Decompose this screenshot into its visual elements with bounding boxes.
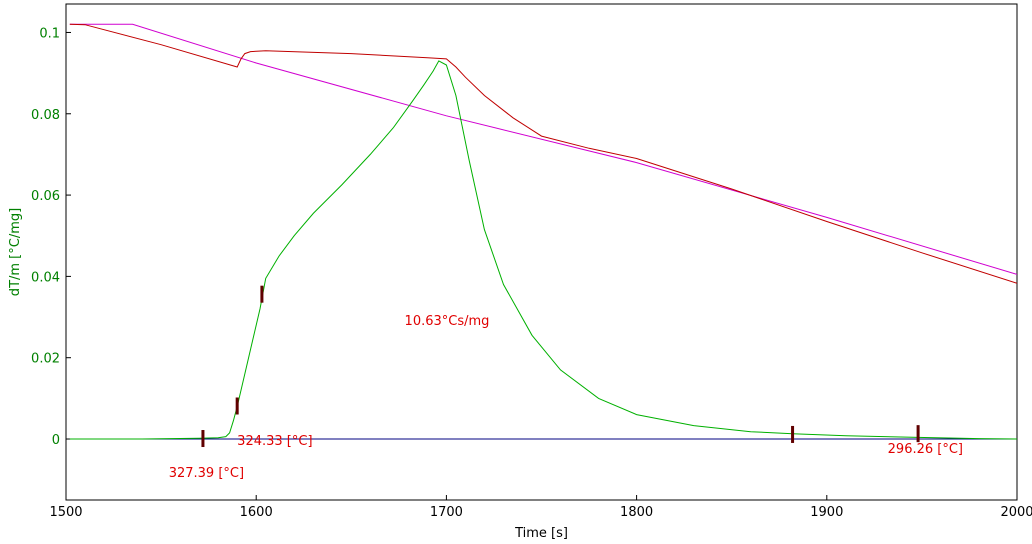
- x-axis: 1500 1600 1700 1800 1900 2000: [49, 495, 1032, 520]
- marker-4: [916, 425, 920, 443]
- series-temperature-line: [69, 23, 1018, 284]
- y-tick-label-4: 0.08: [31, 108, 60, 123]
- series-reference-line: [69, 23, 1018, 275]
- y-tick-label-1: 0.02: [31, 352, 60, 367]
- annotation-0: 10.63°Cs/mg: [405, 314, 490, 329]
- annotation-3: 296.26 [°C]: [888, 442, 963, 457]
- marker-1: [235, 397, 239, 415]
- marker-2: [260, 285, 264, 303]
- plot-border: [65, 3, 1018, 501]
- x-tick-label-1: 1600: [240, 505, 273, 520]
- x-axis-title: Time [s]: [514, 526, 568, 541]
- y-tick-label-2: 0.04: [31, 270, 60, 285]
- x-tick-label-0: 1500: [49, 505, 82, 520]
- plot-frame: [65, 3, 1018, 501]
- y-tick-label-3: 0.06: [31, 189, 60, 204]
- marker-layer: [201, 285, 920, 448]
- annotation-layer: 10.63°Cs/mg 324.33 [°C] 327.39 [°C] 296.26 …: [169, 314, 963, 481]
- marker-3: [791, 425, 795, 443]
- y-tick-label-0: 0: [52, 433, 60, 448]
- x-tick-label-5: 2000: [1000, 505, 1032, 520]
- series-layer: [69, 23, 1018, 440]
- annotation-1: 324.33 [°C]: [237, 434, 312, 449]
- y-axis: 0 0.02 0.04 0.06 0.08 0.1: [31, 26, 71, 448]
- x-tick-label-2: 1700: [430, 505, 463, 520]
- y-tick-label-5: 0.1: [39, 26, 60, 41]
- x-tick-label-3: 1800: [620, 505, 653, 520]
- annotation-2: 327.39 [°C]: [169, 466, 244, 481]
- marker-0: [201, 430, 205, 448]
- series-dtm-line: [69, 60, 1018, 440]
- y-axis-title: dT/m [°C/mg]: [8, 208, 23, 296]
- x-tick-label-4: 1900: [810, 505, 843, 520]
